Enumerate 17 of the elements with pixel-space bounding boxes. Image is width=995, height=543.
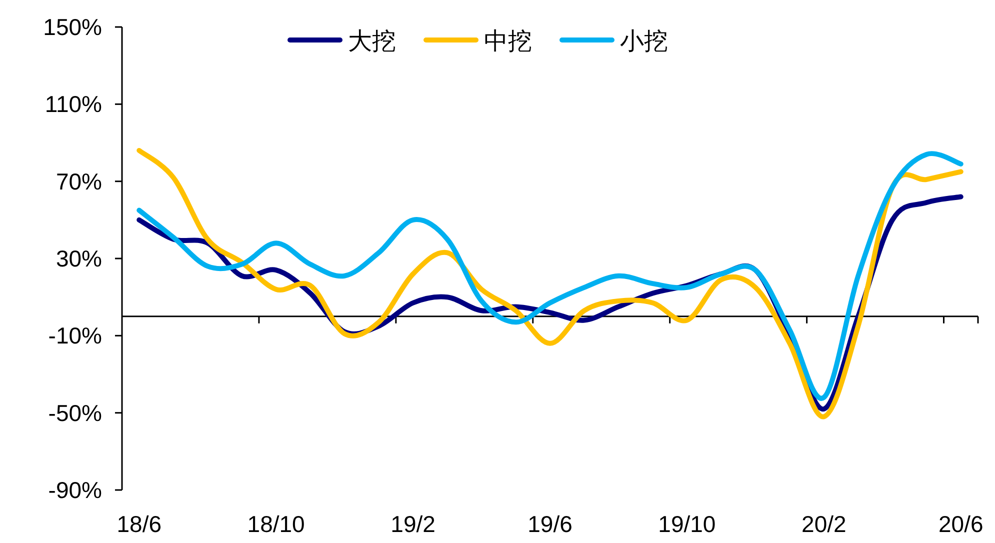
x-tick-label: 19/6 (528, 511, 572, 537)
x-tick-label: 20/6 (938, 511, 984, 537)
x-tick-label: 19/10 (658, 511, 716, 537)
legend-label: 大挖 (348, 28, 396, 55)
x-tick-label: 18/6 (116, 511, 162, 537)
y-tick-label: -10% (48, 322, 102, 349)
y-tick-label: -50% (48, 400, 102, 426)
x-tick-label: 20/2 (802, 511, 846, 537)
legend-label: 小挖 (620, 28, 668, 55)
y-tick-label: 70% (56, 168, 102, 194)
y-tick-label: -90% (48, 477, 102, 503)
x-tick-label: 19/2 (390, 511, 436, 537)
y-tick-label: 110% (44, 91, 102, 118)
y-tick-label: 30% (56, 246, 102, 272)
y-tick-label: 150% (43, 14, 102, 40)
x-tick-label: 18/10 (247, 511, 305, 537)
legend-label: 中挖 (484, 28, 532, 55)
